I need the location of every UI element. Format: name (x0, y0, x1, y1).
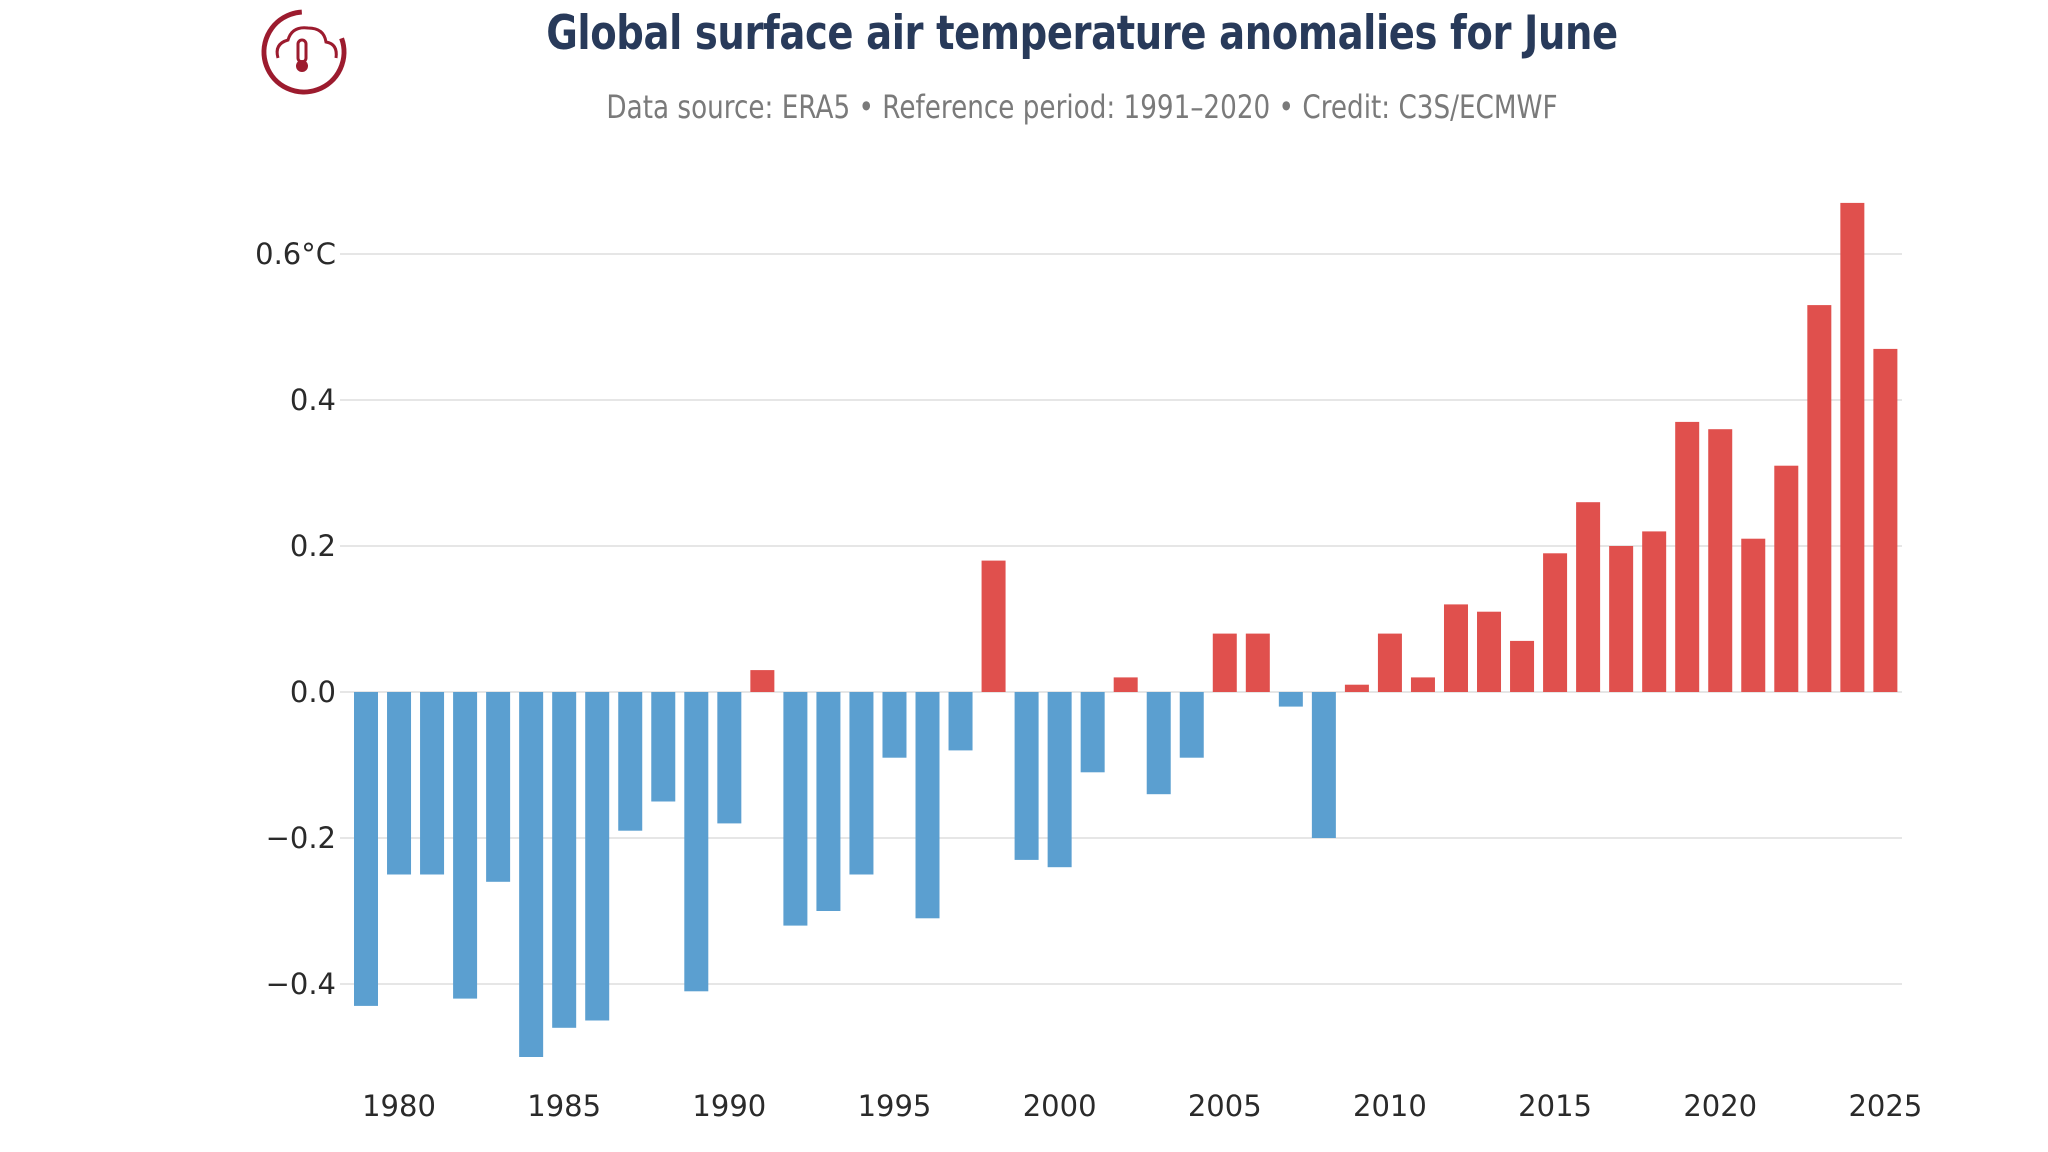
y-axis-labels: 0.6°C 0.4 0.2 0.0 −0.2 −0.4 (255, 237, 336, 1001)
bar-1996 (915, 692, 940, 919)
cloud-thermometer-icon (261, 9, 347, 95)
bar-2012 (1443, 604, 1468, 692)
bar-1985 (552, 692, 577, 1028)
bar-2021 (1741, 538, 1766, 692)
bar-2007 (1278, 692, 1303, 707)
chart-subtitle: Data source: ERA5 • Reference period: 19… (606, 88, 1558, 126)
bar-2013 (1477, 611, 1502, 692)
bar-1992 (783, 692, 808, 926)
bar-1981 (420, 692, 445, 875)
bar-1988 (651, 692, 676, 802)
x-tick-label: 1990 (692, 1089, 766, 1123)
bar-2023 (1807, 305, 1832, 692)
bar-2015 (1543, 553, 1568, 692)
bar-2017 (1609, 546, 1634, 692)
bar-2001 (1080, 692, 1105, 773)
x-tick-label: 1985 (527, 1089, 601, 1123)
bar-1991 (750, 670, 775, 692)
bar-1983 (486, 692, 511, 882)
bar-1998 (981, 560, 1006, 692)
bar-2022 (1774, 465, 1799, 692)
y-tick-label: 0.2 (290, 529, 336, 563)
x-tick-label: 1980 (362, 1089, 436, 1123)
bar-1995 (882, 692, 907, 758)
y-tick-label: 0.6°C (255, 237, 336, 271)
bars (354, 202, 1898, 1057)
bar-1994 (849, 692, 874, 875)
y-tick-label: −0.2 (266, 821, 336, 855)
bar-2018 (1642, 531, 1667, 692)
bar-2014 (1510, 640, 1535, 692)
bar-1986 (585, 692, 610, 1021)
x-tick-label: 1995 (858, 1089, 932, 1123)
x-tick-label: 2010 (1353, 1089, 1427, 1123)
bar-2009 (1344, 684, 1369, 692)
bar-2024 (1840, 202, 1865, 692)
bar-1980 (387, 692, 412, 875)
x-tick-label: 2005 (1188, 1089, 1262, 1123)
y-tick-label: 0.0 (290, 675, 336, 709)
bar-1993 (816, 692, 841, 911)
bar-2003 (1146, 692, 1171, 795)
bar-1989 (684, 692, 709, 992)
y-tick-label: −0.4 (266, 967, 336, 1001)
bar-1987 (618, 692, 643, 831)
bar-2019 (1675, 421, 1700, 692)
bar-1997 (948, 692, 973, 751)
bar-2008 (1311, 692, 1336, 838)
y-tick-label: 0.4 (290, 383, 336, 417)
bar-1990 (717, 692, 742, 824)
bar-2002 (1113, 677, 1138, 692)
x-tick-label: 2025 (1848, 1089, 1922, 1123)
bar-2025 (1873, 348, 1898, 692)
chart-title: Global surface air temperature anomalies… (546, 6, 1618, 61)
x-tick-label: 2020 (1683, 1089, 1757, 1123)
bar-2000 (1047, 692, 1072, 868)
bar-2016 (1576, 502, 1601, 692)
bar-1999 (1014, 692, 1039, 860)
x-tick-label: 2015 (1518, 1089, 1592, 1123)
bar-1984 (519, 692, 544, 1057)
bar-1979 (354, 692, 378, 1006)
bar-2004 (1179, 692, 1204, 758)
bar-2005 (1212, 633, 1237, 692)
bar-2011 (1410, 677, 1435, 692)
bar-1982 (453, 692, 478, 999)
x-axis-labels: 1980 1985 1990 1995 2000 2005 2010 2015 2020 2025 (362, 1089, 1922, 1123)
bar-2020 (1708, 429, 1733, 692)
bar-2006 (1245, 633, 1270, 692)
x-tick-label: 2000 (1023, 1089, 1097, 1123)
bar-2010 (1377, 633, 1402, 692)
